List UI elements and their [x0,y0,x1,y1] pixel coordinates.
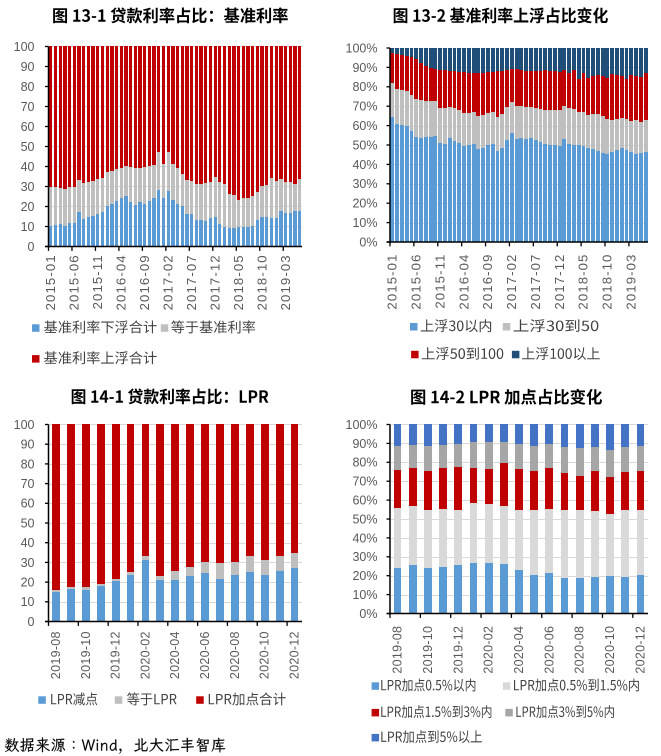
svg-text:2015-06: 2015-06 [409,254,424,310]
svg-text:2019-08: 2019-08 [391,626,405,674]
svg-text:70%: 70% [352,100,377,114]
svg-text:2017-12: 2017-12 [207,254,222,310]
svg-text:80%: 80% [352,80,377,94]
svg-text:2020-04: 2020-04 [512,626,526,674]
svg-text:2016-09: 2016-09 [137,254,152,310]
svg-text:60%: 60% [352,494,377,508]
svg-text:20: 20 [21,576,35,590]
svg-text:80%: 80% [352,456,377,470]
svg-text:0%: 0% [359,607,377,621]
svg-text:2018-05: 2018-05 [231,254,246,310]
svg-text:2015-06: 2015-06 [67,254,82,310]
svg-text:2020-04: 2020-04 [168,631,182,679]
svg-text:2019-03: 2019-03 [624,254,639,310]
svg-text:10: 10 [21,595,35,609]
svg-text:20%: 20% [352,569,377,583]
svg-text:20%: 20% [352,197,377,211]
svg-text:10: 10 [21,220,35,234]
svg-text:50: 50 [21,140,35,154]
svg-text:2016-09: 2016-09 [480,254,495,310]
svg-text:0: 0 [28,615,35,629]
svg-text:2015-11: 2015-11 [432,254,447,309]
svg-text:40: 40 [21,160,35,174]
svg-text:2018-10: 2018-10 [254,254,269,310]
svg-text:90%: 90% [352,61,377,75]
svg-text:30: 30 [21,180,35,194]
svg-text:90%: 90% [352,437,377,451]
svg-text:2017-02: 2017-02 [504,254,519,310]
svg-text:10%: 10% [352,588,377,602]
svg-text:2017-02: 2017-02 [160,254,175,310]
svg-text:50%: 50% [352,138,377,152]
svg-text:70: 70 [21,100,35,114]
svg-text:40%: 40% [352,531,377,545]
svg-text:2018-10: 2018-10 [600,254,615,310]
svg-text:2020-06: 2020-06 [198,631,212,679]
svg-text:100%: 100% [346,418,378,432]
svg-text:2019-10: 2019-10 [79,631,93,679]
svg-text:20: 20 [21,200,35,214]
svg-text:0: 0 [28,240,35,254]
svg-text:70%: 70% [352,475,377,489]
svg-text:80: 80 [21,80,35,94]
svg-text:90: 90 [21,438,35,452]
svg-text:10%: 10% [352,216,377,230]
svg-text:2018-05: 2018-05 [576,254,591,310]
svg-text:2020-12: 2020-12 [288,631,302,679]
svg-text:60%: 60% [352,119,377,133]
svg-text:100: 100 [14,418,35,432]
svg-text:80: 80 [21,457,35,471]
svg-text:2017-07: 2017-07 [184,254,199,310]
svg-text:2020-02: 2020-02 [482,626,496,674]
svg-text:2015-11: 2015-11 [90,254,105,309]
svg-text:2019-03: 2019-03 [278,254,293,310]
svg-text:90: 90 [21,60,35,74]
svg-text:2020-10: 2020-10 [258,631,272,679]
svg-text:100: 100 [14,40,35,54]
svg-text:2020-08: 2020-08 [573,626,587,674]
svg-text:60: 60 [21,497,35,511]
svg-text:2016-04: 2016-04 [114,254,129,310]
svg-text:40: 40 [21,536,35,550]
svg-text:2016-04: 2016-04 [456,254,471,310]
svg-text:70: 70 [21,477,35,491]
svg-text:2020-12: 2020-12 [633,626,647,674]
svg-text:30: 30 [21,556,35,570]
svg-text:2020-02: 2020-02 [138,631,152,679]
svg-text:2017-07: 2017-07 [528,254,543,310]
svg-text:2015-01: 2015-01 [43,254,58,310]
svg-text:2019-10: 2019-10 [421,626,435,674]
svg-text:2020-10: 2020-10 [603,626,617,674]
svg-text:2017-12: 2017-12 [552,254,567,310]
svg-text:2019-08: 2019-08 [49,631,63,679]
svg-text:30%: 30% [352,177,377,191]
svg-text:0%: 0% [359,235,377,249]
svg-text:100%: 100% [346,41,378,55]
svg-text:50%: 50% [352,512,377,526]
svg-text:50: 50 [21,516,35,530]
svg-text:2020-08: 2020-08 [228,631,242,679]
svg-text:2020-06: 2020-06 [542,626,556,674]
svg-text:2015-01: 2015-01 [385,254,400,310]
svg-text:2019-12: 2019-12 [451,626,465,674]
svg-text:40%: 40% [352,158,377,172]
svg-text:2019-12: 2019-12 [109,631,123,679]
svg-text:60: 60 [21,120,35,134]
svg-text:30%: 30% [352,550,377,564]
